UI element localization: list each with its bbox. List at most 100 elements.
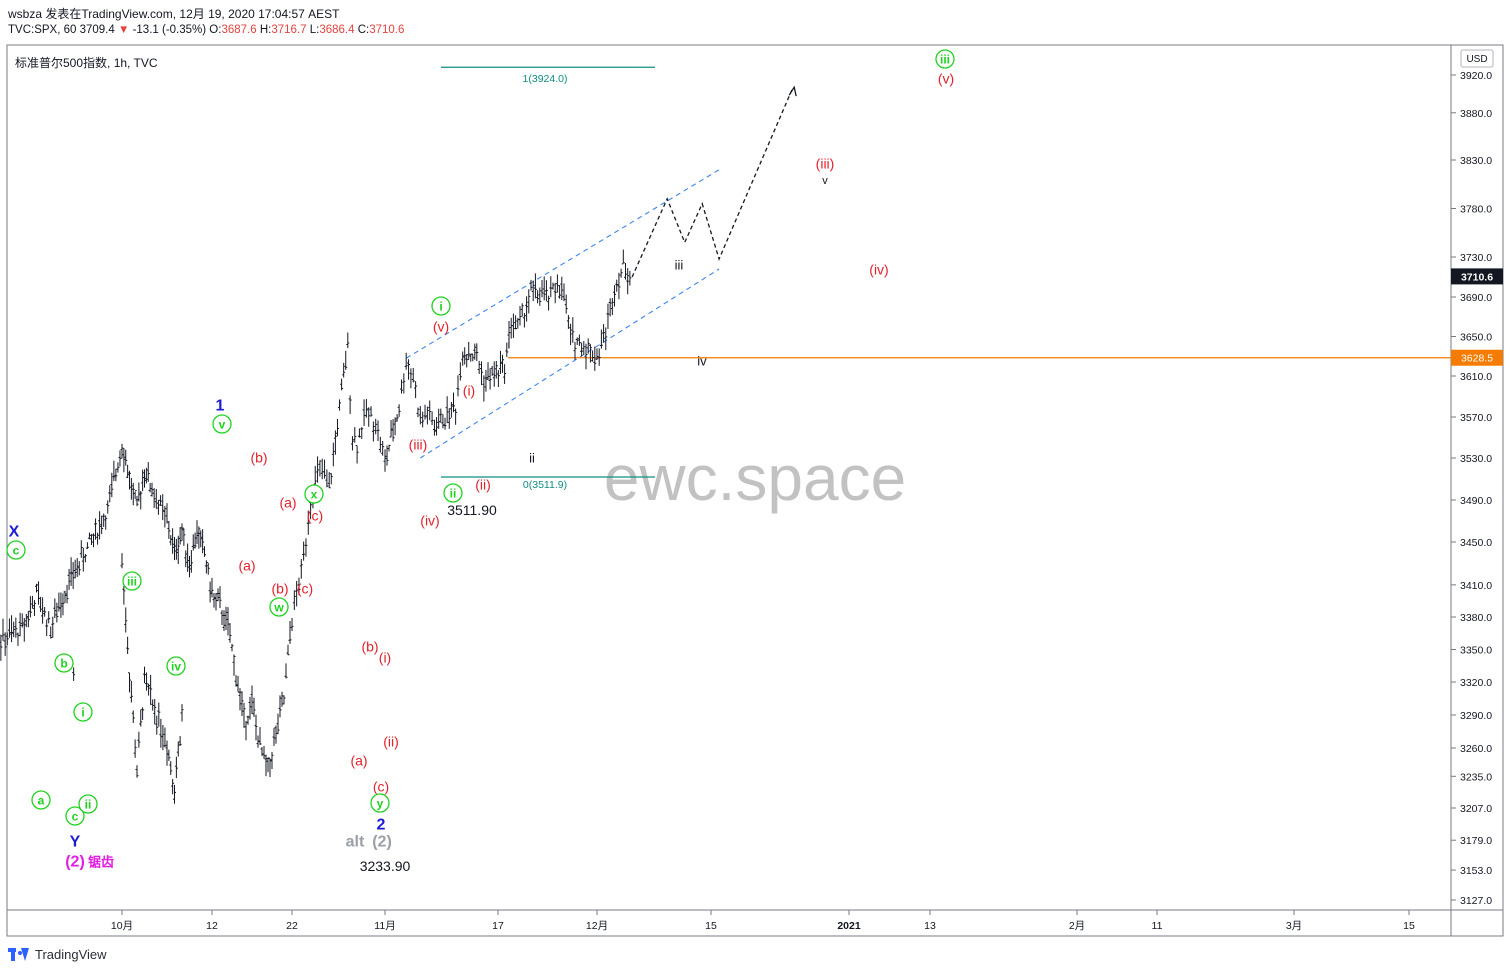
x-tick-label: 11月: [374, 920, 395, 932]
y-tick-label: 3730.0: [1460, 252, 1492, 264]
wave-label: (2): [372, 833, 392, 850]
y-tick-label: 3153.0: [1460, 865, 1492, 877]
wave-label: b: [60, 657, 67, 671]
wave-label: (2): [65, 853, 85, 870]
y-tick-label: 3780.0: [1460, 204, 1492, 216]
y-tick-label: 3570.0: [1460, 412, 1492, 424]
wave-label: c: [72, 810, 79, 824]
fib-level-1-label: 1(3924.0): [523, 73, 568, 85]
x-tick-label: 2021: [837, 920, 861, 932]
wave-label: i: [508, 336, 511, 351]
x-tick-label: 12月: [586, 920, 608, 932]
wave-label: (c): [307, 508, 323, 524]
wave-label-circle: [31, 790, 51, 810]
wave-label: (b): [250, 450, 267, 466]
wave-label: (v): [433, 319, 449, 335]
projection-arrow-icon: [788, 85, 797, 97]
y-tick-label: 3530.0: [1460, 453, 1492, 465]
high-label: H:: [259, 24, 272, 36]
y-tick-label: 3207.0: [1460, 803, 1492, 815]
wave-label: (c): [373, 779, 389, 795]
close-value: 3710.6: [369, 24, 405, 36]
high-value: 3716.7: [271, 24, 307, 36]
wave-label: i: [439, 300, 442, 314]
wave-label-circle: [431, 296, 451, 316]
hline-price-box: [1451, 349, 1503, 366]
wave-label-circle: [54, 653, 74, 673]
wave-label-circle: [78, 794, 98, 814]
chart-frame: [6, 44, 1504, 937]
price-label-3233: 3233.90: [360, 858, 411, 874]
chart-legend: 标准普尔500指数, 1h, TVC: [15, 56, 158, 70]
wave-label-circle: [65, 806, 85, 826]
wave-label: (iv): [420, 513, 439, 529]
last-price: 3709.4: [79, 24, 115, 36]
ohlc-bar: TVC:SPX, 60 3709.4 ▼ -13.1 (-0.35%) O:36…: [8, 24, 404, 36]
y-tick-label: 3410.0: [1460, 580, 1492, 592]
wave-label-circle: [122, 571, 142, 591]
wave-label: (a): [279, 495, 296, 511]
wave-label: Y: [70, 833, 81, 850]
y-tick-label: 3290.0: [1460, 710, 1492, 722]
wave-label: (c): [297, 581, 313, 597]
wave-marker: v: [822, 175, 828, 187]
wave-label-circle: [443, 483, 463, 503]
wave-label: x: [311, 488, 318, 502]
y-tick-label: 3920.0: [1460, 70, 1492, 82]
wave-label-circle: [935, 49, 955, 69]
y-tick-label: 3260.0: [1460, 743, 1492, 755]
x-tick-label: 11: [1152, 920, 1163, 932]
x-tick-label: 17: [492, 920, 504, 932]
wave-label: w: [273, 601, 284, 615]
wave-label: c: [13, 544, 20, 558]
wave-label: (a): [350, 753, 367, 769]
wave-label: iv: [171, 660, 181, 674]
wave-label: ii: [450, 487, 457, 501]
publish-info: wsbza 发表在TradingView.com, 12月 19, 2020 1…: [8, 7, 340, 21]
wave-label-circle: [370, 793, 390, 813]
watermark-text: ewc.space: [604, 442, 906, 514]
x-tick-label: 13: [924, 920, 936, 932]
wave-label: a: [38, 794, 45, 808]
x-tick-label: 2月: [1069, 920, 1085, 932]
open-value: 3687.6: [221, 24, 257, 36]
y-tick-label: 3235.0: [1460, 771, 1492, 783]
down-triangle-icon: ▼: [117, 24, 130, 36]
wave-label: i: [81, 706, 84, 720]
wave-label: (i): [463, 383, 475, 399]
wave-label-circle: [73, 702, 93, 722]
wave-label: (v): [938, 71, 954, 87]
wave-label-circle: [6, 540, 26, 560]
wave-label: (iv): [869, 262, 888, 278]
brand-name: TradingView: [35, 947, 107, 962]
last-price-box: [1451, 268, 1503, 285]
channel-lower-line: [420, 268, 720, 459]
y-tick-label: 3350.0: [1460, 645, 1492, 657]
y-tick-label: 3450.0: [1460, 537, 1492, 549]
y-tick-label: 3320.0: [1460, 677, 1492, 689]
wave-label: (iii): [816, 156, 835, 172]
low-label: L:: [309, 24, 320, 36]
symbol-label: TVC:SPX, 60: [8, 24, 77, 36]
x-tick-label: 15: [1403, 920, 1415, 932]
footer-branding[interactable]: TradingView: [8, 947, 107, 962]
hline-price-label: 3628.5: [1461, 353, 1493, 365]
wave-label: (ii): [383, 734, 399, 750]
price-chart[interactable]: ewc.space USD 3920.0 3880.0 3830.0 3780.0 373…: [0, 0, 1510, 945]
wave-label-circle: [212, 414, 232, 434]
wave-label: (ii): [475, 477, 491, 493]
wave-label: iii: [940, 53, 950, 67]
wave-label: (b): [361, 639, 378, 655]
wave-label: iii: [127, 575, 137, 589]
x-tick-label: 15: [705, 920, 717, 932]
wave-label: 锯齿: [88, 854, 114, 869]
change-value: -13.1 (-0.35%): [132, 24, 207, 36]
price-label-3511: 3511.90: [447, 502, 497, 518]
x-tick-label: 3月: [1286, 920, 1302, 932]
y-tick-label: 3127.0: [1460, 895, 1492, 907]
y-tick-label: 3179.0: [1460, 835, 1492, 847]
y-tick-label: 3650.0: [1460, 332, 1492, 344]
wave-label: alt: [346, 833, 365, 850]
wave-label: y: [377, 797, 384, 811]
wave-label: 1: [216, 397, 225, 414]
